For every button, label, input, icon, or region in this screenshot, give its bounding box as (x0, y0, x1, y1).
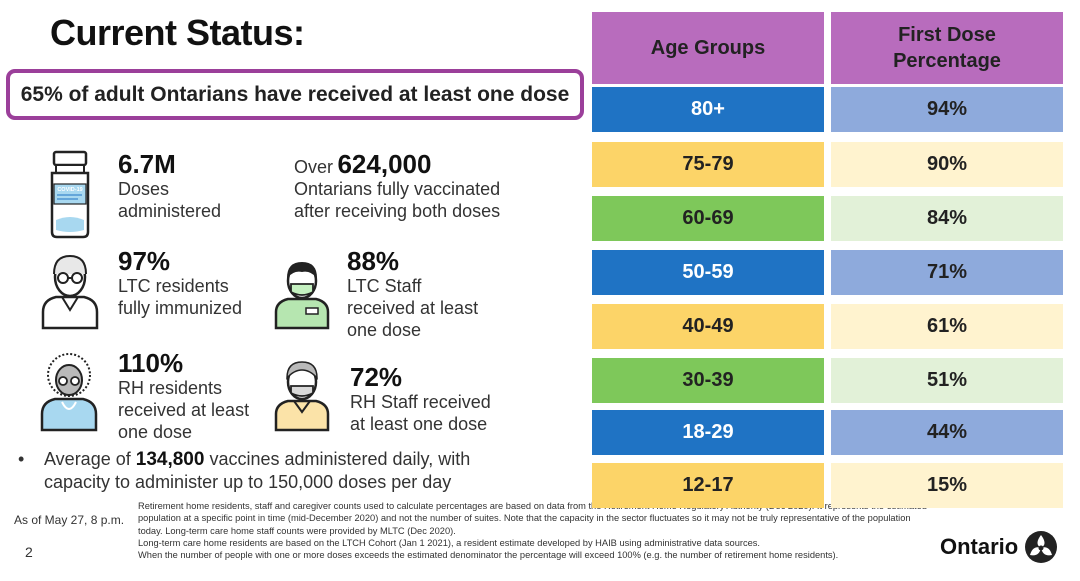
stat-ltc-staff-line3: one dose (347, 320, 422, 340)
footnote-line: today. Long-term care home staff counts … (138, 525, 456, 536)
footnote-line: Long-term care home residents are based … (138, 537, 761, 548)
stat-ltc-residents: 97% LTC residents fully immunized (118, 247, 242, 319)
stat-rh-staff: 72% RH Staff received at least one dose (350, 363, 491, 435)
stat-rh-staff-line1: RH Staff received (350, 392, 491, 412)
bullet-prefix: Average of (44, 449, 131, 469)
age-group-cell: 18-29 (592, 410, 824, 455)
stat-fully-line1: Ontarians fully vaccinated (294, 179, 501, 199)
footnote-line: population at a specific point in time (… (138, 513, 911, 524)
first-dose-cell: 61% (831, 304, 1063, 349)
first-dose-cell: 51% (831, 358, 1063, 403)
stat-ltc-staff: 88% LTC Staff received at least one dose (347, 247, 478, 341)
first-dose-cell: 44% (831, 410, 1063, 455)
stat-ltc-staff-line1: LTC Staff (347, 276, 422, 296)
bullet-value: 134,800 (135, 449, 205, 470)
stat-fully-value: 624,000 (337, 149, 432, 179)
bullet-suffix: vaccines administered daily, with (209, 449, 471, 469)
stat-rh-staff-line2: at least one dose (350, 414, 488, 434)
highlight-text: 65% of adult Ontarians have received at … (20, 82, 570, 106)
stat-ltc-res-line2: fully immunized (118, 298, 243, 318)
daily-average-bullet: • Average of 134,800 vaccines administer… (18, 448, 518, 494)
first-dose-cell: 71% (831, 250, 1063, 295)
vaccine-vial-icon: COVID-19 (44, 148, 96, 245)
age-group-cell: 60-69 (592, 196, 824, 241)
stat-doses-line1: Doses (118, 179, 170, 199)
age-group-cell: 40-49 (592, 304, 824, 349)
stat-rh-residents: 110% RH residents received at least one … (118, 349, 249, 443)
retirement-staff-icon (272, 356, 332, 437)
stat-rh-res-line2: received at least (118, 400, 250, 420)
vial-label: COVID-19 (57, 187, 82, 193)
nurse-staff-icon (272, 256, 332, 335)
elder-resident-icon (40, 250, 100, 335)
stat-ltc-res-value: 97% (118, 246, 171, 276)
age-group-cell: 30-39 (592, 358, 824, 403)
ontario-logo: Ontario (940, 530, 1058, 564)
stat-ltc-res-line1: LTC residents (118, 276, 229, 296)
stat-rh-res-line1: RH residents (118, 378, 223, 398)
first-dose-cell: 94% (831, 87, 1063, 132)
footnote-line: When the number of people with one or mo… (138, 550, 839, 561)
logo-text: Ontario (940, 534, 1019, 559)
footnotes: Retirement home residents, staff and car… (138, 500, 938, 561)
stat-rh-res-value: 110% (118, 348, 184, 378)
stat-fully-line2: after receiving both doses (294, 201, 501, 221)
retirement-resident-icon (38, 350, 100, 437)
bullet-line2: capacity to administer up to 150,000 dos… (44, 472, 452, 492)
stat-rh-res-line3: one dose (118, 422, 193, 442)
stat-doses-line2: administered (118, 201, 222, 221)
age-group-cell: 50-59 (592, 250, 824, 295)
bullet-dot: • (18, 449, 25, 469)
header-first-dose: First Dose Percentage (831, 12, 1063, 84)
as-of-date: As of May 27, 8 p.m. (14, 513, 125, 527)
trillium-icon (1025, 531, 1058, 563)
highlight-box: 65% of adult Ontarians have received at … (6, 69, 584, 120)
stat-doses: 6.7M Doses administered (118, 150, 221, 222)
footnote-line: Retirement home residents, staff and car… (138, 501, 927, 511)
stat-fully-prefix: Over (294, 157, 334, 177)
age-group-cell: 12-17 (592, 463, 824, 508)
first-dose-cell: 90% (831, 142, 1063, 187)
age-group-cell: 80+ (592, 87, 824, 132)
stat-ltc-staff-value: 88% (347, 246, 400, 276)
stat-rh-staff-value: 72% (350, 362, 403, 392)
header-age-groups: Age Groups (592, 12, 824, 84)
page-title: Current Status: (50, 12, 305, 53)
stat-doses-value: 6.7M (118, 149, 176, 179)
age-group-cell: 75-79 (592, 142, 824, 187)
stat-fully-vaccinated: Over 624,000 Ontarians fully vaccinated … (294, 150, 500, 222)
page-number: 2 (25, 544, 33, 560)
stat-ltc-staff-line2: received at least (347, 298, 479, 318)
first-dose-cell: 84% (831, 196, 1063, 241)
first-dose-cell: 15% (831, 463, 1063, 508)
